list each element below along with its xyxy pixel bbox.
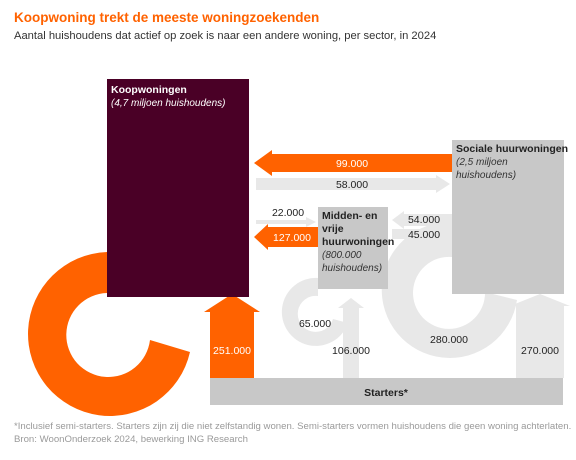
starters-to-middle-arrow <box>338 298 364 378</box>
middle-box <box>318 207 388 289</box>
middle-loop-ring <box>281 277 348 346</box>
flow-label-koop-to-sociaal: 58.000 <box>336 179 368 191</box>
footnote: *Inclusief semi-starters. Starters zijn … <box>14 421 572 432</box>
starters-label: Starters* <box>364 387 409 399</box>
page-subtitle: Aantal huishoudens dat actief op zoek is… <box>14 30 437 42</box>
sociaal-box-title: Sociale huurwoningen <box>456 143 568 155</box>
flow-label-middle-to-sociaal: 45.000 <box>408 229 440 241</box>
flow-label-starters-to-middle: 106.000 <box>332 345 370 357</box>
middle-box-title-1: Midden- en <box>322 210 377 222</box>
middle-box-sub-2: huishoudens) <box>322 263 382 274</box>
flow-label-koop-within: 412.000 <box>76 348 114 360</box>
koop-loop-ring <box>28 252 190 416</box>
flow-label-middle-within: 65.000 <box>299 318 331 330</box>
source-note: Bron: WoonOnderzoek 2024, bewerking ING … <box>14 434 248 445</box>
flow-label-koop-to-middle: 22.000 <box>272 207 304 219</box>
koop-to-middle-arrow <box>256 217 316 227</box>
sociaal-loop-ring <box>381 221 517 358</box>
sociaal-box <box>452 140 564 294</box>
flow-label-starters-to-koop: 251.000 <box>213 345 251 357</box>
koop-box-title: Koopwoningen <box>111 84 187 96</box>
koop-box <box>107 79 249 297</box>
flow-label-sociaal-to-koop: 99.000 <box>336 158 368 170</box>
middle-to-sociaal-arrow <box>392 226 451 242</box>
middle-to-koop-arrow <box>254 224 318 250</box>
sociaal-to-koop-arrow <box>254 150 452 176</box>
sociaal-box-sub-2: huishoudens) <box>456 170 516 181</box>
koop-to-sociaal-arrow <box>256 175 450 193</box>
starters-to-sociaal-arrow <box>510 294 570 378</box>
koop-box-sub: (4,7 miljoen huishoudens) <box>111 98 226 109</box>
starters-bar <box>210 378 563 405</box>
flow-label-sociaal-within: 280.000 <box>430 334 468 346</box>
sociaal-box-sub-1: (2,5 miljoen <box>456 157 508 168</box>
page-title: Koopwoning trekt de meeste woningzoekend… <box>14 10 320 25</box>
middle-box-title-3: huurwoningen <box>322 236 394 248</box>
starters-to-koop-arrow <box>204 294 260 378</box>
flow-label-sociaal-to-middle: 54.000 <box>408 214 440 226</box>
middle-box-title-2: vrije <box>322 223 344 235</box>
flow-label-starters-to-sociaal: 270.000 <box>521 345 559 357</box>
flow-label-middle-to-koop: 127.000 <box>273 232 311 244</box>
middle-box-sub-1: (800.000 <box>322 250 362 261</box>
sociaal-to-middle-arrow <box>392 211 452 229</box>
